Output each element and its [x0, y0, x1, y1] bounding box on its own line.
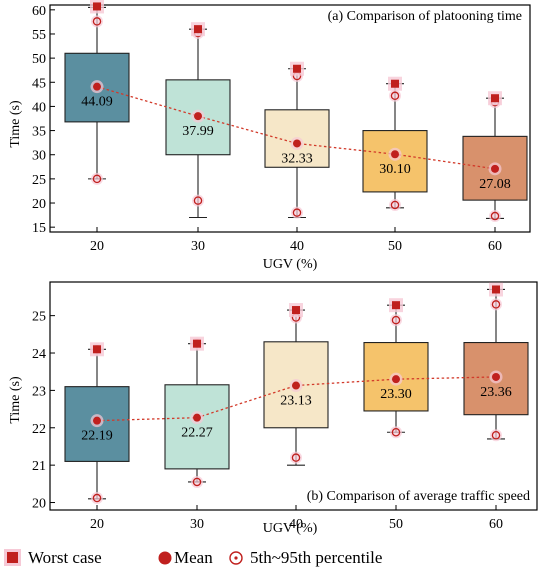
chart-b-box: [164, 384, 230, 470]
chart-b-worst-marker: [492, 285, 500, 294]
chart-a-p5-marker: [390, 200, 400, 210]
legend-mean-label: Mean: [174, 548, 213, 567]
chart-a-x-tick-label: 50: [388, 239, 402, 254]
chart-b-title: (b) Comparison of average traffic speed: [307, 489, 530, 504]
chart-a-x-tick-label: 40: [290, 239, 304, 254]
chart-b-box: [64, 386, 130, 462]
chart-b-x-tick-label: 20: [90, 517, 104, 532]
chart-b-y-tick-label: 21: [32, 459, 46, 474]
legend-percentile-swatch-dot: [234, 556, 238, 560]
chart-a-p5-marker: [193, 196, 203, 205]
chart-b-xlabel: UGV (%): [263, 521, 318, 536]
chart-b-mean-marker: [292, 381, 300, 390]
chart-b-x-tick-label: 30: [190, 517, 204, 532]
chart-b-mean-value-label: 22.27: [181, 426, 213, 441]
chart-b-mean-marker: [193, 413, 201, 422]
chart-a-xlabel: UGV (%): [263, 257, 318, 272]
chart-a-y-tick-label: 30: [32, 149, 46, 164]
chart-b-mean-marker: [392, 375, 400, 384]
chart-b-worst-marker: [193, 339, 201, 348]
legend-worst-label: Worst case: [28, 548, 102, 567]
chart-b-mean-marker: [492, 372, 500, 381]
chart-a-p5-marker: [92, 174, 102, 184]
chart-a-mean-value-label: 32.33: [281, 151, 313, 166]
chart-a-mean-line: [96, 86, 496, 170]
chart-a-mean-marker: [93, 82, 101, 91]
legend-percentile-swatch: [229, 551, 243, 565]
chart-b-plot-frame: [49, 281, 538, 511]
legend: Worst case Mean 5th~95th percentile: [4, 548, 382, 567]
chart-b-y-tick-label: 24: [32, 347, 46, 362]
chart-a-y-tick-label: 15: [32, 221, 46, 236]
chart-a-worst-marker: [491, 94, 499, 103]
chart-a-title: (a) Comparison of platooning time: [328, 9, 522, 24]
chart-a-y-tick-label: 40: [32, 100, 46, 115]
chart-a-x-tick-label: 20: [90, 239, 104, 254]
chart-b-worst-marker: [392, 301, 400, 310]
chart-a-p5-marker: [292, 208, 302, 217]
chart-a-y-tick-label: 45: [32, 76, 46, 91]
chart-b-y-tick-label: 25: [32, 310, 46, 325]
chart-a-mean-value-label: 27.08: [479, 177, 511, 192]
chart-a-y-tick-label: 50: [32, 52, 46, 67]
chart-a-y-tick-label: 35: [32, 125, 46, 140]
chart-a-mean-marker: [293, 139, 301, 148]
chart-a-worst-marker: [93, 2, 101, 11]
chart-b-x-tick-label: 60: [489, 517, 503, 532]
chart-a-mean-marker: [194, 112, 202, 121]
chart-b-p5-marker: [291, 453, 301, 462]
chart-a-y-tick-label: 55: [32, 28, 46, 43]
chart-a-x-tick-label: 30: [191, 239, 205, 254]
legend-percentile-label: 5th~95th percentile: [250, 548, 382, 567]
chart-b-y-tick-label: 22: [32, 422, 46, 437]
chart-a-p95-marker: [390, 91, 400, 101]
chart-b-mean-marker: [93, 416, 101, 425]
legend-worst-swatch: [7, 552, 18, 563]
chart-b-ylabel: Time (s): [8, 376, 23, 424]
chart-a-worst-marker: [293, 64, 301, 73]
chart-b-worst-marker: [93, 345, 101, 354]
chart-a-plot-frame: [49, 4, 531, 233]
chart-a-p95-marker: [92, 17, 102, 26]
chart-a-mean-value-label: 44.09: [81, 95, 113, 110]
chart-panel-a: UGV (%) Time (s) 15 20 25 30 35 40 45 50 55 60 20 3…: [8, 0, 531, 272]
chart-b-mean-line: [96, 376, 497, 422]
chart-a-mean-value-label: 37.99: [182, 124, 214, 139]
chart-b-x-tick-label: 50: [389, 517, 403, 532]
chart-b-p5-marker: [92, 493, 102, 503]
chart-a-mean-marker: [491, 164, 499, 173]
legend-mean-swatch: [158, 551, 172, 565]
chart-b-x-tick-label: 40: [289, 517, 303, 532]
chart-b-p5-marker: [391, 428, 401, 437]
chart-panel-b: UGV (%) Time (s) 20 21 22 23 24 25 20 30 40 50 60 2…: [8, 281, 538, 536]
chart-b-worst-marker: [292, 306, 300, 315]
chart-a-y-tick-label: 25: [32, 173, 46, 188]
chart-b-p5-marker: [491, 430, 501, 440]
chart-a-p5-marker: [490, 211, 500, 221]
chart-b-mean-value-label: 23.36: [480, 385, 512, 400]
chart-a-ylabel: Time (s): [8, 100, 23, 148]
chart-b-p5-marker: [192, 477, 202, 487]
chart-b-p95-marker: [491, 300, 501, 309]
chart-a-x-tick-label: 60: [488, 239, 502, 254]
chart-a-worst-marker: [194, 25, 202, 34]
chart-a-mean-value-label: 30.10: [379, 162, 411, 177]
chart-b-y-tick-label: 20: [32, 497, 46, 512]
chart-a-box: [362, 130, 428, 193]
chart-a-y-tick-label: 20: [32, 197, 46, 212]
chart-b-mean-value-label: 23.13: [280, 394, 312, 409]
chart-a-mean-marker: [391, 150, 399, 159]
chart-b-y-tick-label: 23: [32, 384, 46, 399]
chart-a-worst-marker: [391, 79, 399, 88]
chart-b-mean-value-label: 23.30: [380, 387, 412, 402]
chart-b-mean-value-label: 22.19: [81, 429, 113, 444]
chart-b-p95-marker: [391, 315, 401, 325]
chart-a-y-tick-label: 60: [32, 4, 46, 19]
